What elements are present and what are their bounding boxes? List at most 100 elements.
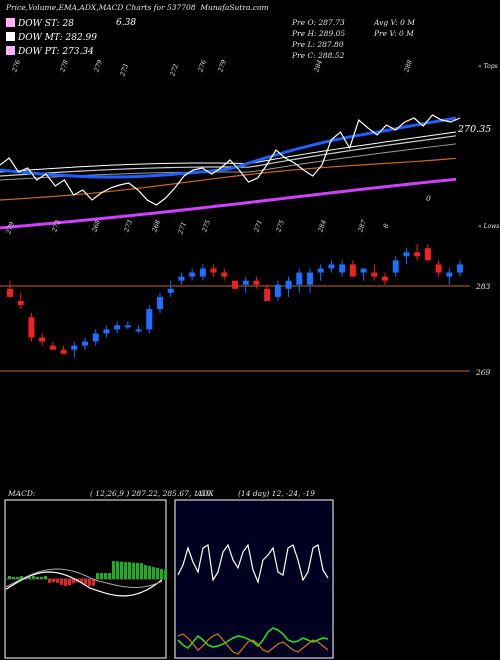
macd-histogram-bar <box>152 567 155 579</box>
candle-body <box>103 329 110 334</box>
macd-histogram-bar <box>72 579 75 584</box>
ema-slow-line <box>0 157 457 201</box>
candle-body <box>328 264 335 269</box>
macd-histogram-bar <box>132 562 135 579</box>
candle-body <box>189 272 196 277</box>
dow-mt-swatch <box>6 32 15 41</box>
macd-histogram-bar <box>56 579 59 583</box>
candle-body <box>178 276 185 281</box>
macd-histogram-bar <box>96 573 99 579</box>
avg-volume: Avg V: 0 M <box>374 18 415 27</box>
pre-open: Pre O: 287.73 <box>292 18 345 27</box>
candle-body <box>71 345 78 350</box>
macd-histogram-bar <box>160 569 163 579</box>
dow-st-value: 6.38 <box>116 18 137 28</box>
candle-body <box>210 268 217 273</box>
macd-histogram-bar <box>108 573 111 579</box>
macd-histogram-bar <box>12 577 15 579</box>
candle-body <box>82 341 88 346</box>
dow-pt-legend: DOW PT: 273.34 <box>6 46 94 57</box>
macd-histogram-bar <box>128 562 131 579</box>
macd-histogram-bar <box>88 579 91 586</box>
dow-st-swatch <box>6 18 15 27</box>
macd-histogram-bar <box>8 576 11 579</box>
macd-histogram-bar <box>40 577 43 579</box>
candle-body <box>28 317 35 338</box>
ema-long-line <box>0 177 457 230</box>
price-line <box>0 114 461 206</box>
level-low-label: 269 <box>476 368 491 377</box>
dow-st-legend: DOW ST: 28 <box>6 18 74 29</box>
macd-histogram-bar <box>64 579 67 586</box>
candle-body <box>124 325 131 328</box>
candle-body <box>114 325 121 330</box>
candle-body <box>371 272 378 277</box>
macd-histogram-bar <box>44 576 47 579</box>
candle-body <box>403 252 410 257</box>
macd-histogram-bar <box>164 570 167 579</box>
candle-body <box>199 268 206 277</box>
pre-high: Pre H: 289.05 <box>292 29 346 38</box>
adx-minus-line <box>177 633 329 655</box>
ema-fast-line <box>0 116 457 179</box>
candle-body <box>17 300 24 306</box>
macd-histogram-bar <box>20 576 23 579</box>
candle-body <box>49 345 56 350</box>
adx-panel-frame <box>174 499 334 659</box>
candle-body <box>135 329 142 332</box>
tops-label: « Tops <box>478 63 498 70</box>
macd-histogram-bar <box>120 561 123 579</box>
macd-histogram-bar <box>52 579 55 582</box>
macd-histogram-bar <box>136 562 139 579</box>
chart-title: Price,Volume,EMA,ADX,MACD Charts for 537… <box>6 3 269 12</box>
macd-histogram-bar <box>84 579 87 585</box>
candle-body <box>221 272 228 277</box>
candle-body <box>435 264 442 273</box>
adx-title: ADX <box>197 489 214 498</box>
macd-histogram-bar <box>80 579 83 583</box>
candle-body <box>274 284 281 297</box>
lows-label: « Lows <box>478 223 500 230</box>
macd-line <box>5 571 163 597</box>
candle-body <box>296 272 303 285</box>
macd-histogram-bar <box>16 577 19 579</box>
macd-histogram-bar <box>28 577 31 579</box>
candle-body <box>414 252 421 257</box>
macd-histogram-bar <box>48 579 51 583</box>
last-price-label: 270.35 <box>458 124 492 135</box>
candle-body <box>264 288 271 301</box>
macd-histogram-bar <box>36 577 39 579</box>
candle-body <box>39 337 46 342</box>
candle-body <box>157 296 163 310</box>
candle-body <box>392 260 399 273</box>
candle-body <box>60 349 67 354</box>
candle-body <box>339 264 346 273</box>
candle-body <box>457 264 463 273</box>
candle-body <box>146 309 153 330</box>
adx-plus-line <box>177 627 329 650</box>
macd-histogram-bar <box>60 579 63 585</box>
candle-body <box>424 248 431 261</box>
macd-histogram-bar <box>68 579 71 586</box>
macd-title: MACD: <box>8 489 36 498</box>
candle-body <box>253 280 260 285</box>
site-name: MunafaSutra.com <box>200 3 269 12</box>
macd-histogram-bar <box>148 566 151 579</box>
macd-histogram-bar <box>140 563 143 579</box>
macd-histogram-bar <box>104 573 107 579</box>
ema-white-line <box>0 131 457 173</box>
candle-body <box>446 272 453 277</box>
candle-body <box>360 268 367 273</box>
macd-histogram-bar <box>32 576 35 579</box>
pre-volume: Pre V: 0 M <box>374 29 414 38</box>
ema-grey-line-2 <box>0 135 457 177</box>
candle-body <box>7 288 13 297</box>
pre-close: Pre C: 288.52 <box>292 51 345 60</box>
macd-values: ( 12,26,9 ) 287.22, 285.67, 1.55 <box>90 489 211 498</box>
macd-histogram-bar <box>124 561 127 579</box>
macd-histogram-bar <box>116 561 119 579</box>
macd-signal-line <box>5 568 163 588</box>
dow-pt-swatch <box>6 46 15 55</box>
candle-body <box>307 272 313 285</box>
